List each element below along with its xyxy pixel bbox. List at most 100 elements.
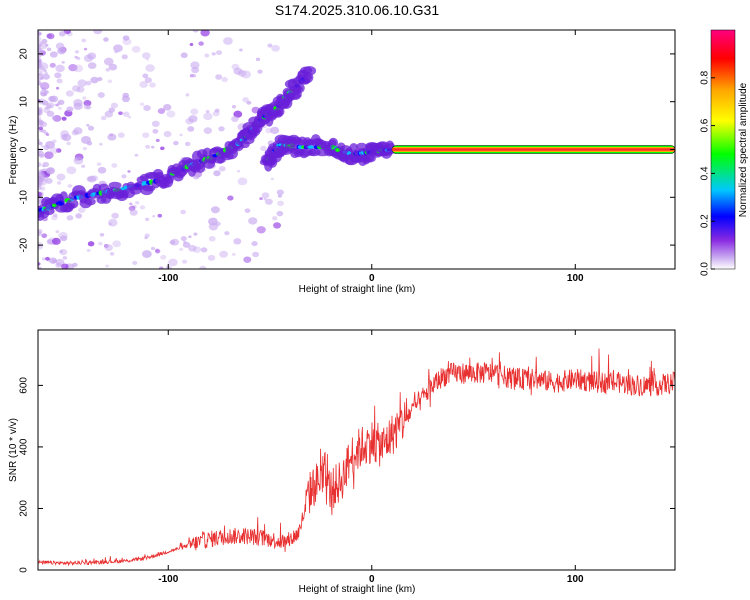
spectrogram-noise-blob: [240, 70, 251, 79]
spectrogram-noise-blob: [243, 256, 252, 263]
spectrogram-noise-blob: [75, 213, 83, 219]
spectrogram-noise-blob: [233, 238, 242, 245]
spectrogram-noise-blob: [85, 80, 92, 86]
spectrogram-noise-blob: [41, 100, 49, 106]
spectrogram-ridge-blob: [349, 143, 358, 152]
spectrogram-y-axis-label: Frequency (Hz): [8, 116, 19, 185]
spectrogram-ridge-blob: [66, 198, 79, 209]
spectrogram-ridge-blob: [195, 162, 206, 173]
spectrogram-noise-blob: [51, 237, 61, 245]
spectrogram-noise-blob: [203, 112, 213, 121]
spectrogram-noise-blob: [60, 134, 68, 140]
spectrogram-noise-blob: [38, 262, 41, 266]
spectrogram-noise-blob: [140, 102, 145, 106]
spectrogram-noise-blob: [215, 50, 223, 56]
flat-tone-band-core: [392, 148, 675, 151]
spectrogram-noise-blob: [179, 247, 184, 252]
spectrogram-noise-blob: [144, 77, 153, 84]
spectrogram-noise-blob: [90, 76, 99, 84]
spectrogram-noise-blob: [46, 33, 55, 40]
spectrogram-noise-blob: [151, 120, 160, 127]
spectrogram-noise-blob: [103, 243, 109, 248]
spectrogram-noise-blob: [59, 250, 63, 253]
snr-panel: -100 0 100 0 200 400 600 Height of straight li…: [8, 329, 676, 595]
spectrogram-noise-blob: [38, 171, 45, 179]
spectrogram-noise-blob: [257, 69, 263, 74]
spectrogram-noise-blob: [43, 107, 51, 114]
spectrogram-ridge-blob: [142, 185, 156, 192]
spectrogram-noise-blob: [38, 72, 44, 81]
spectrogram-noise-blob: [83, 47, 88, 51]
snr-y-axis-label: SNR (10 * v/v): [8, 418, 19, 482]
spectrogram-noise-blob: [150, 246, 155, 251]
spectrogram-noise-blob: [132, 260, 138, 265]
spectrogram-noise-blob: [157, 108, 166, 115]
spectrogram-noise-blob: [208, 217, 218, 226]
spectrogram-noise-blob: [100, 115, 107, 121]
spectrogram-noise-blob: [38, 31, 42, 36]
spectrogram-noise-blob: [61, 133, 72, 142]
colorbar-gradient: [710, 29, 736, 270]
spectrogram-noise-blob: [96, 162, 102, 166]
colorbar-tick-label: 0.2: [700, 214, 711, 228]
spectrogram-noise-blob: [49, 257, 57, 264]
spectrogram-noise-blob: [188, 244, 197, 252]
spectrogram-noise-blob: [244, 208, 251, 213]
spectrogram-y-tick-label: -10: [19, 190, 30, 205]
spectrogram-noise-blob: [218, 126, 225, 132]
spectrogram-noise-blob: [45, 256, 50, 261]
spectrogram-noise-blob: [251, 241, 258, 247]
spectrogram-noise-blob: [38, 119, 44, 127]
spectrogram-noise-blob: [113, 44, 123, 53]
spectrogram-x-axis-label: Height of straight line (km): [299, 284, 416, 295]
spectrogram-noise-blob: [151, 145, 155, 149]
spectrogram-x-tick-label: -100: [158, 273, 178, 284]
spectrogram-noise-blob: [144, 236, 148, 240]
spectrogram-noise-blob: [192, 74, 197, 78]
spectrogram-noise-blob: [41, 86, 46, 90]
spectrogram-noise-blob: [271, 44, 280, 52]
spectrogram-noise-blob: [231, 116, 239, 123]
snr-y-tick-label: 0: [19, 567, 30, 573]
spectrogram-noise-blob: [66, 166, 77, 175]
spectrogram-noise-blob: [38, 36, 42, 42]
spectrogram-noise-blob: [142, 132, 150, 139]
spectrogram-noise-blob: [45, 133, 50, 136]
spectrogram-noise-blob: [243, 257, 251, 263]
figure-title: S174.2025.310.06.10.G31: [275, 2, 439, 18]
spectrogram-noise-blob: [265, 198, 273, 205]
spectrogram-noise-blob: [131, 204, 137, 209]
colorbar: 0.0 0.2 0.4 0.6 0.8 Normalized spectral ampl…: [700, 29, 749, 276]
spectrogram-noise-blob: [46, 167, 55, 175]
spectrogram-noise-blob: [270, 126, 280, 134]
spectrogram-noise-blob: [163, 130, 172, 138]
spectrogram-noise-blob: [122, 38, 132, 46]
spectrogram-noise-blob: [38, 71, 44, 77]
spectrogram-noise-blob: [121, 54, 128, 60]
spectrogram-noise-blob: [43, 69, 47, 73]
spectrogram-noise-blob: [157, 213, 163, 218]
spectrogram-noise-blob: [41, 233, 48, 238]
spectrogram-noise-blob: [44, 71, 48, 75]
spectrogram-noise-blob: [277, 200, 284, 207]
spectrogram-noise-blob: [38, 191, 42, 198]
spectrogram-noise-blob: [82, 146, 87, 151]
spectrogram-noise-blob: [158, 266, 164, 269]
spectrogram-noise-blob: [45, 43, 49, 47]
spectrogram-noise-blob: [145, 64, 155, 72]
spectrogram-noise-blob: [168, 258, 178, 267]
colorbar-label: Normalized spectral amplitude: [738, 82, 749, 217]
spectrogram-noise-blob: [62, 256, 68, 260]
spectrogram-y-tick-label: -20: [19, 237, 30, 252]
spectrogram-noise-blob: [103, 37, 109, 42]
spectrogram-noise-blob: [74, 157, 79, 162]
spectrogram-noise-blob: [76, 56, 81, 60]
spectrogram-noise-blob: [200, 30, 210, 37]
spectrogram-noise-blob: [118, 111, 123, 116]
spectrogram-noise-blob: [205, 110, 210, 114]
spectrogram-noise-blob: [143, 104, 151, 112]
spectrogram-noise-blob: [260, 145, 267, 151]
spectrogram-noise-blob: [66, 141, 71, 146]
spectrogram-noise-blob: [109, 251, 115, 256]
spectrogram-noise-blob: [227, 195, 234, 201]
